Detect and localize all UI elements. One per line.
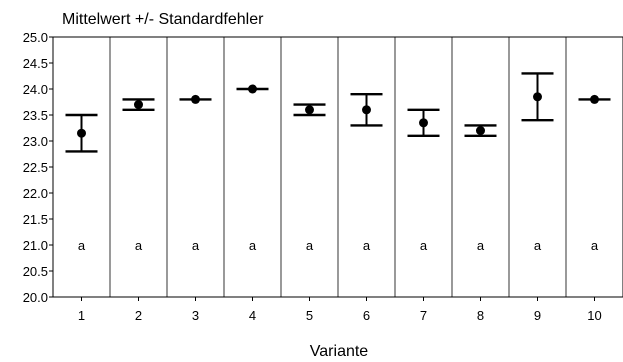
y-tick-label: 23.0 [23,134,48,149]
mean-point [77,129,86,138]
group-letter: a [591,238,599,253]
error-bar-group [351,94,383,125]
y-tick-label: 21.5 [23,212,48,227]
error-bar-group [66,115,98,151]
group-letter: a [192,238,200,253]
y-tick-label: 22.5 [23,160,48,175]
x-tick-label: 10 [587,308,601,323]
y-tick-label: 24.5 [23,56,48,71]
y-tick-label: 24.0 [23,82,48,97]
mean-point [533,92,542,101]
mean-point [248,85,257,94]
group-letter: a [249,238,257,253]
error-bar-group [408,110,440,136]
y-tick-label: 22.0 [23,186,48,201]
error-bar-group [294,105,326,115]
error-bar-group [579,95,611,104]
y-tick-label: 23.5 [23,108,48,123]
mean-point [362,105,371,114]
mean-point [590,95,599,104]
y-axis: 20.0 20.5 21.0 21.5 22.0 22.5 23.0 23.5 24.0 24.5… [23,30,53,305]
group-letter: a [78,238,86,253]
x-axis: 1 2 3 4 5 6 7 8 9 10 [78,297,602,323]
mean-point [191,95,200,104]
y-tick-label: 25.0 [23,30,48,45]
x-tick-label: 7 [420,308,427,323]
x-tick-label: 9 [534,308,541,323]
group-letter: a [534,238,542,253]
mean-point [419,118,428,127]
group-letter: a [420,238,428,253]
x-tick-label: 4 [249,308,256,323]
chart-title: Mittelwert +/- Standardfehler [62,11,264,28]
error-bar-group [237,85,269,94]
group-letter: a [477,238,485,253]
x-tick-label: 3 [192,308,199,323]
x-tick-label: 6 [363,308,370,323]
error-bar-group [123,99,155,109]
y-tick-label: 21.0 [23,238,48,253]
y-tick-label: 20.5 [23,264,48,279]
error-bar-group [465,125,497,135]
y-tick-label: 20.0 [23,290,48,305]
mean-point [134,100,143,109]
x-tick-label: 2 [135,308,142,323]
group-letter: a [363,238,371,253]
mean-point [476,126,485,135]
group-letter: a [306,238,314,253]
x-tick-label: 1 [78,308,85,323]
error-bar-group [522,73,554,120]
error-bar-group [180,95,212,104]
x-tick-label: 8 [477,308,484,323]
x-tick-label: 5 [306,308,313,323]
x-axis-label: Variante [310,343,369,360]
mean-point [305,105,314,114]
group-letter: a [135,238,143,253]
